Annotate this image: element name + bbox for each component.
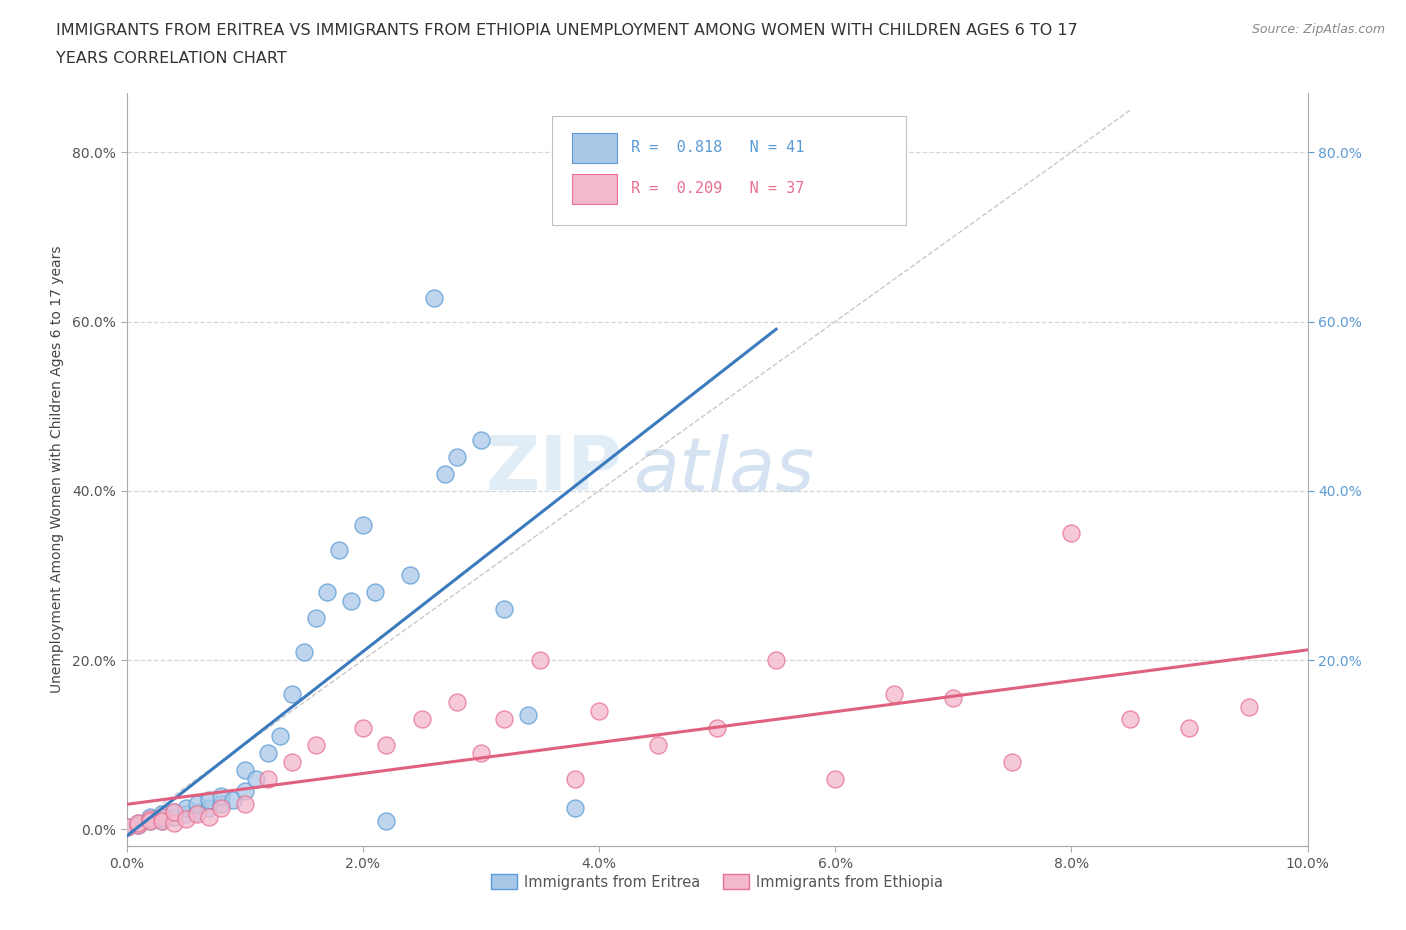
Point	[399, 568, 422, 583]
Point	[304, 610, 326, 625]
Point	[139, 814, 162, 829]
Point	[127, 816, 149, 830]
Point	[564, 801, 586, 816]
Point	[824, 771, 846, 786]
Point	[209, 796, 232, 811]
Y-axis label: Unemployment Among Women with Children Ages 6 to 17 years: Unemployment Among Women with Children A…	[51, 246, 63, 694]
Point	[765, 653, 787, 668]
Point	[422, 290, 444, 305]
Point	[434, 467, 457, 482]
Point	[163, 805, 186, 820]
Point	[564, 771, 586, 786]
Point	[150, 812, 173, 827]
Point	[470, 746, 492, 761]
Point	[363, 585, 385, 600]
Point	[316, 585, 339, 600]
Point	[233, 784, 256, 799]
Point	[233, 763, 256, 777]
Point	[139, 812, 162, 827]
Point	[446, 449, 468, 464]
Point	[517, 708, 540, 723]
Point	[222, 792, 245, 807]
Point	[127, 817, 149, 832]
Point	[127, 816, 149, 830]
Point	[1060, 525, 1083, 540]
Point	[352, 721, 374, 736]
Point	[150, 814, 173, 829]
Point	[375, 814, 398, 829]
Point	[115, 819, 138, 834]
Point	[150, 806, 173, 821]
Point	[1001, 754, 1024, 769]
Point	[328, 542, 350, 557]
Point	[163, 805, 186, 820]
Point	[470, 432, 492, 447]
Point	[150, 809, 173, 824]
Point	[340, 593, 363, 608]
Point	[150, 814, 173, 829]
Point	[647, 737, 669, 752]
Point	[352, 517, 374, 532]
Point	[706, 721, 728, 736]
Text: Source: ZipAtlas.com: Source: ZipAtlas.com	[1251, 23, 1385, 36]
Point	[588, 703, 610, 718]
Point	[494, 602, 516, 617]
Point	[269, 729, 291, 744]
Point	[1178, 721, 1201, 736]
Text: R =  0.209   N = 37: R = 0.209 N = 37	[631, 181, 804, 196]
Point	[494, 711, 516, 726]
Point	[281, 686, 304, 701]
Point	[1119, 711, 1142, 726]
Point	[174, 801, 197, 816]
Point	[375, 737, 398, 752]
Point	[411, 711, 433, 726]
Point	[198, 792, 221, 807]
Point	[139, 814, 162, 829]
Point	[257, 746, 280, 761]
Point	[174, 812, 197, 827]
Point	[174, 806, 197, 821]
Point	[163, 809, 186, 824]
Point	[209, 788, 232, 803]
Point	[883, 686, 905, 701]
FancyBboxPatch shape	[551, 115, 905, 225]
Point	[304, 737, 326, 752]
Point	[257, 771, 280, 786]
Point	[127, 817, 149, 832]
Text: YEARS CORRELATION CHART: YEARS CORRELATION CHART	[56, 51, 287, 66]
Point	[115, 819, 138, 834]
Bar	[572, 133, 617, 163]
Point	[139, 809, 162, 824]
Text: R =  0.818   N = 41: R = 0.818 N = 41	[631, 140, 804, 155]
Point	[186, 805, 208, 820]
Bar	[572, 174, 617, 204]
Point	[198, 809, 221, 824]
Text: ZIP: ZIP	[485, 433, 623, 506]
Point	[245, 771, 267, 786]
Point	[198, 801, 221, 816]
Text: IMMIGRANTS FROM ERITREA VS IMMIGRANTS FROM ETHIOPIA UNEMPLOYMENT AMONG WOMEN WIT: IMMIGRANTS FROM ERITREA VS IMMIGRANTS FR…	[56, 23, 1078, 38]
Text: atlas: atlas	[634, 433, 815, 506]
Point	[446, 695, 468, 710]
Point	[163, 816, 186, 830]
Point	[942, 691, 965, 706]
Point	[529, 653, 551, 668]
Point	[186, 806, 208, 821]
Point	[209, 801, 232, 816]
Point	[292, 644, 315, 659]
Point	[281, 754, 304, 769]
Point	[233, 796, 256, 811]
Legend: Immigrants from Eritrea, Immigrants from Ethiopia: Immigrants from Eritrea, Immigrants from…	[485, 869, 949, 896]
Point	[1237, 699, 1260, 714]
Point	[186, 796, 208, 811]
